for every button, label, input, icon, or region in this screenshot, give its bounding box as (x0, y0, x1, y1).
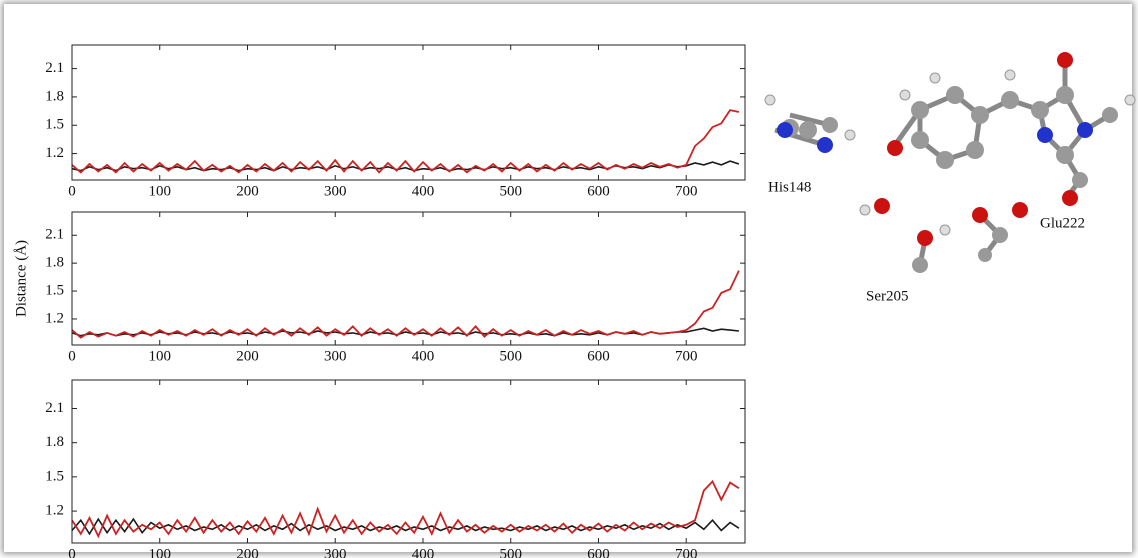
y-tick-label: 1.5 (45, 468, 64, 484)
plot-frame (72, 380, 745, 543)
plot-frame (72, 45, 745, 180)
y-tick-label: 1.8 (45, 255, 64, 271)
x-tick-label: 500 (499, 183, 522, 199)
x-tick-label: 700 (675, 183, 698, 199)
y-tick-label: 1.8 (45, 88, 64, 104)
y-tick-label: 2.1 (45, 400, 64, 416)
x-tick-label: 300 (324, 183, 347, 199)
x-tick-label: 100 (148, 183, 171, 199)
x-tick-label: 700 (675, 546, 698, 558)
x-tick-label: 400 (412, 546, 435, 558)
x-tick-label: 100 (148, 348, 171, 364)
x-tick-label: 400 (412, 183, 435, 199)
atoms (765, 52, 1135, 273)
x-tick-label: 500 (499, 546, 522, 558)
x-tick-label: 600 (587, 183, 610, 199)
x-tick-label: 0 (68, 183, 76, 199)
y-tick-label: 1.2 (45, 145, 64, 161)
plot-frame (72, 212, 745, 345)
data-line (72, 271, 739, 338)
page: {"chart_data": [ {"type": "line", "xlim"… (0, 0, 1138, 558)
data-line (72, 110, 739, 172)
y-axis-label: Distance (Å) (13, 240, 29, 317)
figure: His148 Ser205 Glu222 0 100 200 300 400 500 600… (0, 0, 1138, 558)
x-tick-label: 200 (236, 348, 259, 364)
x-tick-label: 600 (587, 546, 610, 558)
y-tick-label: 1.5 (45, 117, 64, 133)
x-tick-label: 600 (587, 348, 610, 364)
residue-label: Ser205 (866, 288, 909, 304)
x-tick-label: 700 (675, 348, 698, 364)
x-tick-label: 0 (68, 546, 76, 558)
x-tick-label: 500 (499, 348, 522, 364)
y-tick-label: 1.2 (45, 310, 64, 326)
x-tick-label: 100 (148, 546, 171, 558)
residue-label: His148 (768, 179, 811, 195)
x-tick-label: 200 (236, 183, 259, 199)
x-tick-label: 300 (324, 546, 347, 558)
y-tick-label: 1.2 (45, 503, 64, 519)
y-tick-label: 2.1 (45, 60, 64, 76)
x-tick-label: 300 (324, 348, 347, 364)
x-tick-label: 400 (412, 348, 435, 364)
x-tick-label: 0 (68, 348, 76, 364)
y-tick-label: 1.8 (45, 434, 64, 450)
residue-label: Glu222 (1040, 215, 1085, 231)
y-tick-label: 2.1 (45, 227, 64, 243)
x-tick-label: 200 (236, 546, 259, 558)
y-tick-label: 1.5 (45, 282, 64, 298)
